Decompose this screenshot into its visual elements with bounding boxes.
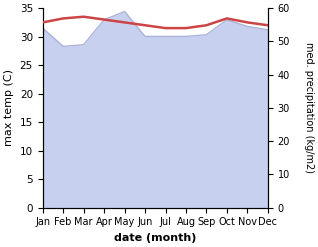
Y-axis label: max temp (C): max temp (C) xyxy=(4,69,14,146)
X-axis label: date (month): date (month) xyxy=(114,233,197,243)
Y-axis label: med. precipitation (kg/m2): med. precipitation (kg/m2) xyxy=(304,42,314,173)
